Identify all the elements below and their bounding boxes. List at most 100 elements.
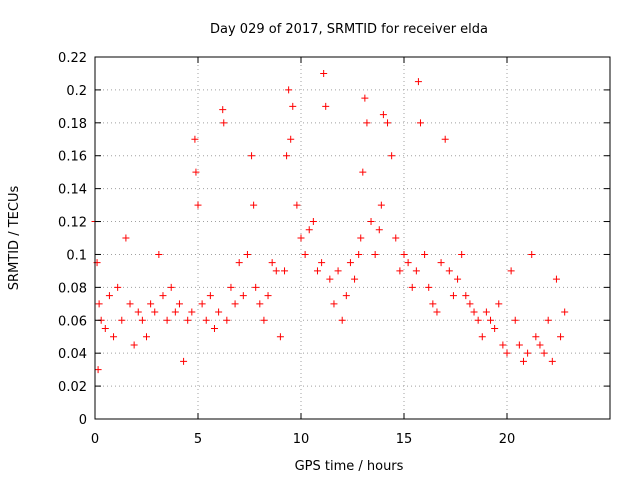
data-point bbox=[425, 283, 433, 291]
data-point bbox=[482, 308, 490, 316]
data-point bbox=[318, 259, 326, 267]
data-point bbox=[163, 316, 171, 324]
data-point bbox=[377, 201, 385, 209]
data-point bbox=[289, 102, 297, 110]
data-point bbox=[371, 250, 379, 258]
data-point bbox=[454, 275, 462, 283]
data-point bbox=[130, 341, 138, 349]
data-point bbox=[367, 218, 375, 226]
axis-ticks: 0 0.02 0.04 0.06 0.08 0.1 0.12 0.14 0.16 0.18 0.2 0… bbox=[58, 51, 610, 447]
data-point bbox=[408, 283, 416, 291]
data-point bbox=[126, 300, 134, 308]
data-point bbox=[175, 300, 183, 308]
data-point bbox=[155, 250, 163, 258]
x-tick-label: 15 bbox=[396, 432, 413, 447]
data-point bbox=[206, 292, 214, 300]
data-point bbox=[159, 292, 167, 300]
data-point bbox=[557, 333, 565, 341]
data-point bbox=[503, 349, 511, 357]
y-tick-label: 0.2 bbox=[66, 84, 87, 99]
data-point bbox=[441, 135, 449, 143]
data-point bbox=[223, 316, 231, 324]
data-point bbox=[114, 283, 122, 291]
data-point bbox=[276, 333, 284, 341]
data-point bbox=[191, 135, 199, 143]
data-point bbox=[392, 234, 400, 242]
data-point bbox=[414, 78, 422, 86]
data-point bbox=[474, 316, 482, 324]
data-point bbox=[297, 234, 305, 242]
data-point bbox=[326, 275, 334, 283]
data-point bbox=[487, 316, 495, 324]
data-point bbox=[561, 308, 569, 316]
data-point bbox=[243, 250, 251, 258]
data-point bbox=[552, 275, 560, 283]
data-point bbox=[511, 316, 519, 324]
data-point bbox=[101, 325, 109, 332]
data-point bbox=[252, 283, 260, 291]
data-point bbox=[361, 94, 369, 102]
data-point bbox=[449, 292, 457, 300]
data-point bbox=[396, 267, 404, 275]
data-point bbox=[320, 69, 328, 77]
data-point bbox=[231, 300, 239, 308]
data-point bbox=[171, 308, 179, 316]
data-point bbox=[338, 316, 346, 324]
data-point bbox=[235, 259, 243, 267]
data-point bbox=[138, 316, 146, 324]
data-point bbox=[470, 308, 478, 316]
data-point bbox=[239, 292, 247, 300]
data-point bbox=[540, 349, 548, 357]
data-points bbox=[91, 69, 569, 374]
data-point bbox=[532, 333, 540, 341]
data-point bbox=[388, 152, 396, 160]
data-point bbox=[95, 300, 103, 308]
data-point bbox=[528, 250, 536, 258]
data-point bbox=[272, 267, 280, 275]
data-point bbox=[227, 283, 235, 291]
data-point bbox=[429, 300, 437, 308]
data-point bbox=[404, 259, 412, 267]
data-point bbox=[466, 300, 474, 308]
data-point bbox=[309, 218, 317, 226]
data-point bbox=[285, 86, 293, 94]
data-point bbox=[248, 152, 256, 160]
y-tick-label: 0.04 bbox=[58, 347, 87, 362]
data-point bbox=[151, 308, 159, 316]
data-point bbox=[462, 292, 470, 300]
data-point bbox=[184, 316, 192, 324]
data-point bbox=[330, 300, 338, 308]
data-point bbox=[264, 292, 272, 300]
x-axis-label: GPS time / hours bbox=[295, 459, 404, 474]
data-point bbox=[260, 316, 268, 324]
data-point bbox=[188, 308, 196, 316]
data-point bbox=[507, 267, 515, 275]
data-point bbox=[433, 308, 441, 316]
data-point bbox=[287, 135, 295, 143]
data-point bbox=[134, 308, 142, 316]
data-point bbox=[110, 333, 118, 341]
data-point bbox=[445, 267, 453, 275]
data-point bbox=[515, 341, 523, 349]
data-point bbox=[215, 308, 223, 316]
data-point bbox=[322, 102, 330, 110]
data-point bbox=[375, 226, 383, 234]
data-point bbox=[143, 333, 150, 341]
data-point bbox=[495, 300, 503, 308]
data-point bbox=[220, 119, 228, 127]
data-point bbox=[400, 250, 408, 258]
x-tick-label: 0 bbox=[91, 432, 99, 447]
data-point bbox=[180, 357, 188, 365]
y-tick-label: 0.16 bbox=[58, 150, 87, 165]
x-tick-label: 20 bbox=[499, 432, 516, 447]
data-point bbox=[458, 250, 466, 258]
y-axis-label: SRMTID / TECUs bbox=[7, 186, 22, 291]
data-point bbox=[256, 300, 264, 308]
y-tick-label: 0.12 bbox=[58, 216, 87, 231]
chart-title: Day 029 of 2017, SRMTID for receiver eld… bbox=[210, 22, 488, 37]
data-point bbox=[118, 316, 126, 324]
data-point bbox=[202, 316, 210, 324]
data-point bbox=[105, 292, 113, 300]
data-point bbox=[301, 250, 309, 258]
data-point bbox=[268, 259, 276, 267]
